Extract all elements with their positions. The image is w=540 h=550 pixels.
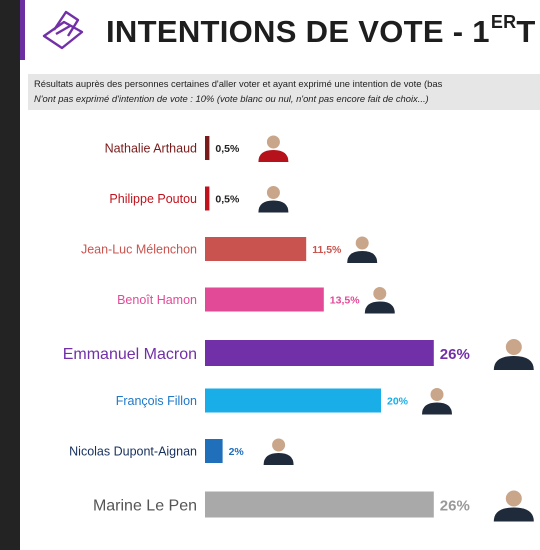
avatar-philippe-poutou <box>258 186 289 213</box>
value-label-philippe-poutou: 0,5% <box>215 194 240 206</box>
header-accent-bar <box>20 0 25 60</box>
value-label-nicolas-dupont-aignan: 2% <box>229 446 245 458</box>
note-line-1: Résultats auprès des personnes certaines… <box>34 78 443 89</box>
bar-label-marine-le-pen: Marine Le Pen <box>93 498 197 515</box>
vote-intentions-chart: Nathalie Arthaud 0,5% Philippe Poutou 0,5% J… <box>63 135 534 522</box>
avatar-francois-fillon <box>422 388 452 415</box>
bar-label-philippe-poutou: Philippe Poutou <box>109 192 197 206</box>
value-label-jean-luc-melenchon: 11,5% <box>312 244 342 256</box>
title-text: INTENTIONS DE VOTE - 1 <box>106 14 490 49</box>
bar-label-benoit-hamon: Benoît Hamon <box>117 293 197 307</box>
bar-emmanuel-macron <box>205 340 434 366</box>
avatar-body <box>263 453 294 465</box>
ballot-box-icon <box>42 10 84 50</box>
bar-francois-fillon <box>205 388 381 413</box>
bar-label-emmanuel-macron: Emmanuel Macron <box>63 346 197 363</box>
avatar-head <box>355 236 369 250</box>
avatar-emmanuel-macron <box>493 339 534 370</box>
avatar-body <box>258 150 289 162</box>
left-background-strip <box>0 0 20 550</box>
avatar-body <box>422 402 452 415</box>
avatar-benoit-hamon <box>364 287 395 314</box>
avatar-nicolas-dupont-aignan <box>263 438 294 465</box>
bar-label-nathalie-arthaud: Nathalie Arthaud <box>105 142 197 156</box>
bar-label-nicolas-dupont-aignan: Nicolas Dupont-Aignan <box>69 445 197 459</box>
avatar-body <box>364 301 395 314</box>
bar-nicolas-dupont-aignan <box>205 439 223 463</box>
avatar-head <box>505 490 522 507</box>
avatar-head <box>266 135 280 149</box>
value-label-marine-le-pen: 26% <box>440 498 470 515</box>
bar-nathalie-arthaud <box>205 136 210 160</box>
notes-box: Résultats auprès des personnes certaines… <box>28 74 540 110</box>
avatar-marine-le-pen <box>493 490 534 522</box>
avatar-head <box>266 186 280 199</box>
page-title: INTENTIONS DE VOTE - 1ERT <box>106 12 536 50</box>
avatar-body <box>493 356 534 370</box>
bar-marine-le-pen <box>205 491 434 518</box>
note-line-2: N'ont pas exprimé d'intention de vote : … <box>34 93 429 104</box>
avatar-nathalie-arthaud <box>258 135 289 162</box>
bar-label-francois-fillon: François Fillon <box>116 394 197 408</box>
value-label-emmanuel-macron: 26% <box>440 346 470 363</box>
avatar-body <box>347 251 378 263</box>
value-label-benoit-hamon: 13,5% <box>330 295 360 307</box>
bar-benoit-hamon <box>205 287 324 312</box>
bar-philippe-poutou <box>205 186 210 211</box>
avatar-head <box>272 438 286 452</box>
bar-label-jean-luc-melenchon: Jean-Luc Mélenchon <box>81 243 197 257</box>
header: INTENTIONS DE VOTE - 1ERT <box>20 0 540 66</box>
avatar-body <box>258 200 289 213</box>
value-label-francois-fillon: 20% <box>387 396 409 408</box>
avatar-head <box>505 339 522 355</box>
avatar-head <box>430 388 444 401</box>
title-trailing: T <box>516 14 536 49</box>
bar-jean-luc-melenchon <box>205 237 307 261</box>
avatar-jean-luc-melenchon <box>347 236 378 263</box>
avatar-head <box>373 287 387 300</box>
value-label-nathalie-arthaud: 0,5% <box>215 143 240 155</box>
avatar-body <box>493 507 534 522</box>
title-superscript: ER <box>490 12 517 32</box>
